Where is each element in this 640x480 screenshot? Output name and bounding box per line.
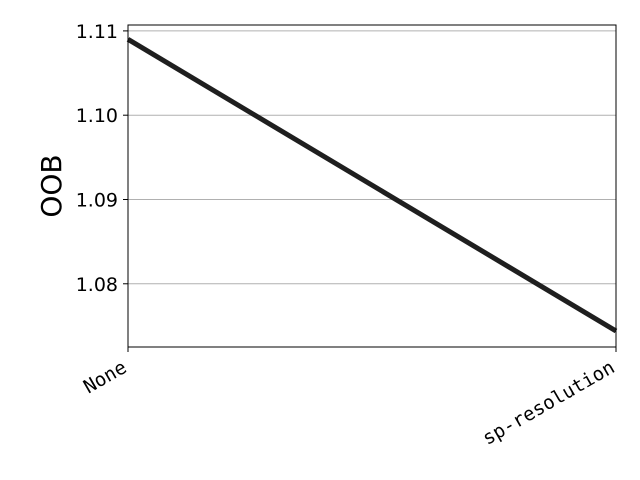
y-tick-label: 1.11 — [76, 21, 118, 43]
series-layer — [126, 37, 618, 334]
x-tick-label: sp-resolution — [479, 356, 619, 449]
y-tick-label: 1.10 — [76, 105, 118, 127]
plot-frame — [127, 24, 617, 348]
grid-lines — [128, 30, 616, 285]
series-line — [126, 37, 618, 334]
y-axis-label: OOB — [35, 154, 68, 217]
x-axis-ticks: None sp-resolution — [80, 347, 619, 450]
y-tick-label: 1.09 — [76, 189, 118, 211]
y-axis-ticks: 1.08 1.09 1.10 1.11 — [76, 21, 128, 296]
x-tick-label: None — [80, 356, 131, 398]
y-tick-label: 1.08 — [76, 274, 118, 296]
